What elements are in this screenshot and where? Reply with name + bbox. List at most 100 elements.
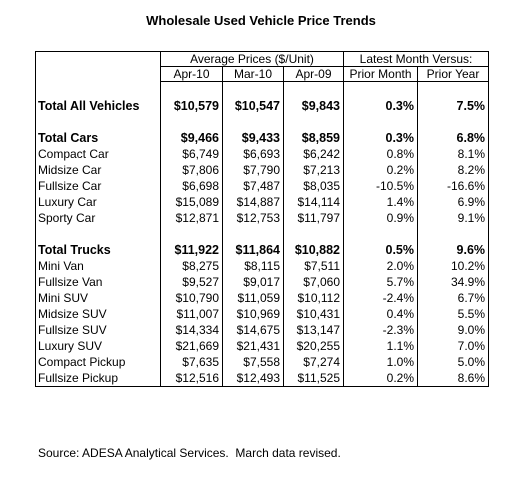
row-label: Mini Van [35,258,161,274]
value-cell: 6.7% [416,290,490,306]
row-label: Sporty Car [35,210,161,226]
value-cell: $10,969 [222,306,284,322]
value-cell: 6.9% [416,194,490,210]
value-cell: $6,698 [160,178,223,194]
spacer-row [35,226,490,242]
value-cell: -16.6% [416,178,490,194]
column-header-row: Apr-10 Mar-10 Apr-09 Prior Month Prior Year [35,66,490,82]
value-cell: $7,487 [222,178,284,194]
row-label: Compact Car [35,146,161,162]
blank-cell [160,114,223,130]
row-label: Fullsize Pickup [35,370,161,387]
column-header: Prior Month [343,66,418,82]
value-cell: 8.6% [416,370,490,387]
value-cell: $13,147 [283,322,344,338]
data-row: Sporty Car $12,871 $12,753 $11,797 0.9% 9.1% [35,210,490,226]
value-cell: 34.9% [416,274,490,290]
value-cell: -10.5% [343,178,418,194]
value-cell: $6,693 [222,146,284,162]
value-cell: 0.3% [343,130,418,146]
value-cell: 8.1% [416,146,490,162]
value-cell: $8,115 [222,258,284,274]
column-header: Apr-10 [160,66,223,82]
data-row: Midsize SUV $11,007 $10,969 $10,431 0.4% 5.5% [35,306,490,322]
value-cell: 0.5% [343,242,418,258]
value-cell: 9.1% [416,210,490,226]
row-label: Total Cars [35,130,161,146]
value-cell: 9.6% [416,242,490,258]
value-cell: 5.5% [416,306,490,322]
data-row: Mini SUV $10,790 $11,059 $10,112 -2.4% 6.7% [35,290,490,306]
group-header-row: Average Prices ($/Unit) Latest Month Vers… [35,51,490,67]
blank-cell [416,81,490,98]
value-cell: 5.7% [343,274,418,290]
total-row: Total Trucks $11,922 $11,864 $10,882 0.5% 9.6… [35,242,490,258]
value-cell: $10,579 [160,98,223,114]
value-cell: $11,525 [283,370,344,387]
row-label: Mini SUV [35,290,161,306]
row-label: Total Trucks [35,242,161,258]
value-cell: 1.4% [343,194,418,210]
group-header: Latest Month Versus: [342,51,490,67]
blank-cell [160,81,223,98]
column-header: Mar-10 [222,66,284,82]
value-cell: 0.8% [343,146,418,162]
row-label: Total All Vehicles [35,98,161,114]
value-cell: $11,007 [160,306,223,322]
total-row: Total Cars $9,466 $9,433 $8,859 0.3% 6.8% [35,130,490,146]
value-cell: 1.1% [343,338,418,354]
value-cell: 0.4% [343,306,418,322]
value-cell: 0.9% [343,210,418,226]
blank-cell [35,226,161,242]
value-cell: $11,864 [222,242,284,258]
blank-cell [343,114,418,130]
value-cell: $10,790 [160,290,223,306]
column-header: Prior Year [416,66,490,82]
blank-cell [283,81,344,98]
spacer-row [35,114,490,130]
row-label: Fullsize Car [35,178,161,194]
blank-cell [343,81,418,98]
value-cell: $8,859 [283,130,344,146]
blank-cell [416,114,490,130]
value-cell: -2.4% [343,290,418,306]
value-cell: 8.2% [416,162,490,178]
value-cell: $6,749 [160,146,223,162]
row-label: Midsize Car [35,162,161,178]
blank-cell [416,226,490,242]
row-label: Fullsize SUV [35,322,161,338]
value-cell: 7.0% [416,338,490,354]
value-cell: 1.0% [343,354,418,370]
data-row: Compact Pickup $7,635 $7,558 $7,274 1.0% 5.0% [35,354,490,370]
value-cell: $10,112 [283,290,344,306]
title: Wholesale Used Vehicle Price Trends [146,13,376,28]
value-cell: $10,547 [222,98,284,114]
value-cell: $7,790 [222,162,284,178]
value-cell: 5.0% [416,354,490,370]
value-cell: $20,255 [283,338,344,354]
price-table: Average Prices ($/Unit) Latest Month Vers… [35,51,490,387]
value-cell: $14,334 [160,322,223,338]
value-cell: 2.0% [343,258,418,274]
value-cell: 9.0% [416,322,490,338]
value-cell: $7,806 [160,162,223,178]
data-row: Fullsize Van $9,527 $9,017 $7,060 5.7% 34.9% [35,274,490,290]
data-row: Fullsize Pickup $12,516 $12,493 $11,525 0.2%… [35,370,490,387]
value-cell: $14,887 [222,194,284,210]
value-cell: $7,511 [283,258,344,274]
blank-cell [35,51,161,67]
value-cell: $11,922 [160,242,223,258]
data-row: Fullsize Car $6,698 $7,487 $8,035 -10.5% -16.… [35,178,490,194]
blank-cell [222,81,284,98]
data-row: Midsize Car $7,806 $7,790 $7,213 0.2% 8.2% [35,162,490,178]
blank-cell [35,81,161,98]
value-cell: $11,059 [222,290,284,306]
total-row: Total All Vehicles $10,579 $10,547 $9,843 0.… [35,98,490,114]
value-cell: 10.2% [416,258,490,274]
value-cell: $14,114 [283,194,344,210]
row-label: Fullsize Van [35,274,161,290]
value-cell: 7.5% [416,98,490,114]
blank-cell [160,226,223,242]
blank-cell [35,66,161,82]
